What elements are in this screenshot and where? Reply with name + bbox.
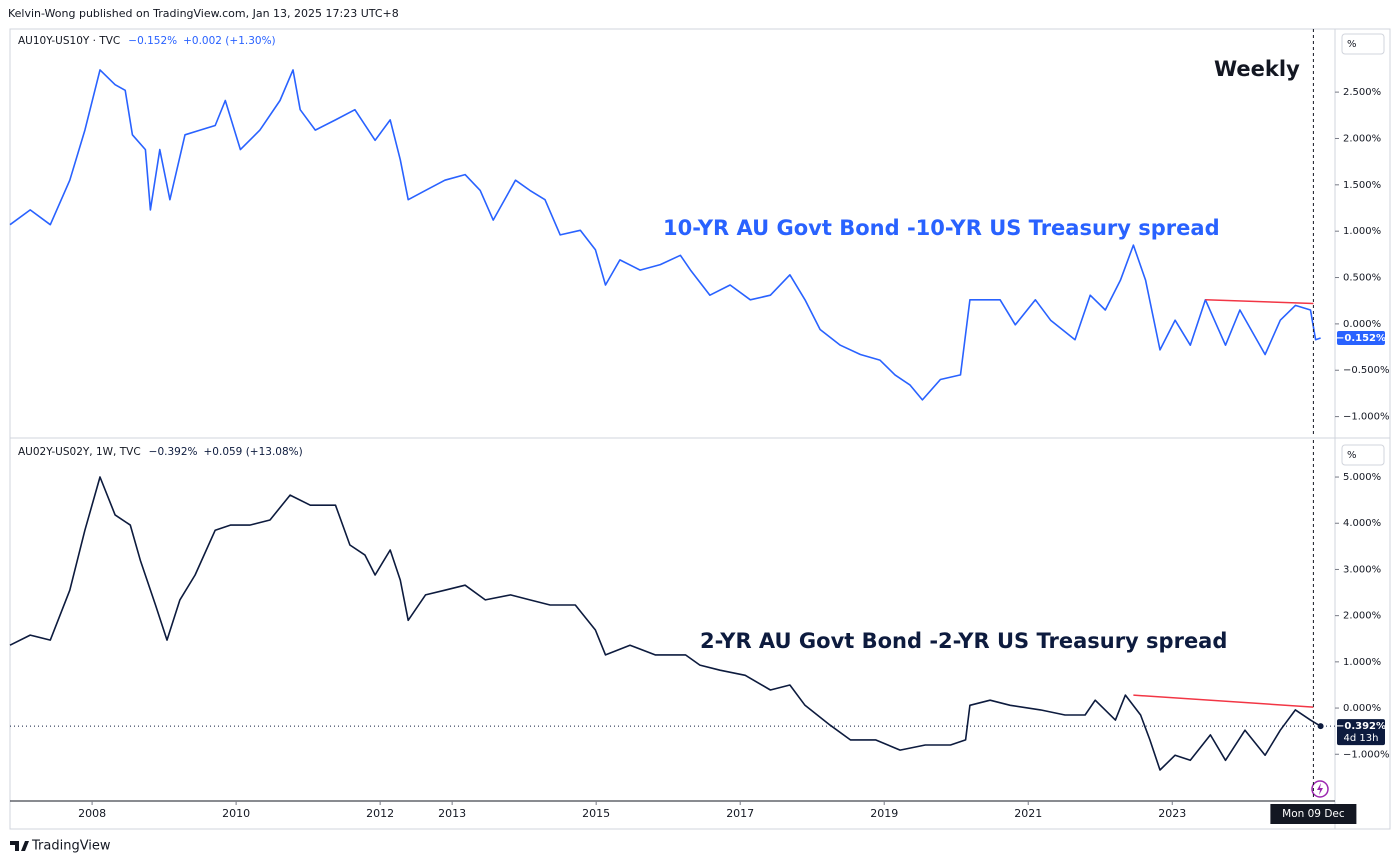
- annotation: Weekly: [1214, 57, 1300, 81]
- series-line: [9, 476, 1322, 771]
- y-tick-label: 0.500%: [1343, 273, 1381, 284]
- series-line: [9, 69, 1321, 401]
- tradingview-logo: [10, 841, 29, 851]
- y-tick-label: 5.000%: [1343, 472, 1381, 483]
- y-tick-label: 2.000%: [1343, 611, 1381, 622]
- x-tick-label: 2010: [222, 807, 250, 820]
- legend-last: −0.392%: [149, 446, 198, 458]
- trendline: [1133, 694, 1314, 708]
- y-tick-label: −0.500%: [1343, 365, 1390, 376]
- cursor-label-box: [1270, 804, 1357, 824]
- y-tick-label: 0.000%: [1343, 319, 1381, 330]
- cursor-label: Mon 09 Dec: [1282, 808, 1345, 820]
- y-tick-label: −1.000%: [1343, 749, 1390, 760]
- x-tick-label: 2013: [438, 807, 466, 820]
- legend-symbol: AU10Y-US10Y · TVC: [18, 35, 120, 47]
- unit-label: %: [1347, 39, 1357, 50]
- y-tick-label: 1.000%: [1343, 226, 1381, 237]
- x-tick-label: 2019: [870, 807, 898, 820]
- y-tick-label: 1.500%: [1343, 180, 1381, 191]
- chart-frame: [9, 28, 1391, 830]
- legend: AU10Y-US10Y · TVC −0.152% +0.002 (+1.30%): [18, 35, 276, 47]
- x-tick-label: 2015: [582, 807, 610, 820]
- unit-box: [1341, 444, 1385, 466]
- trendline: [1205, 299, 1314, 305]
- x-tick-label: 2023: [1158, 807, 1186, 820]
- last-point: [1317, 723, 1324, 730]
- y-tick-label: −1.000%: [1343, 412, 1390, 423]
- x-tick-label: 2008: [78, 807, 106, 820]
- y-tick-label: 1.000%: [1343, 657, 1381, 668]
- countdown: 4d 13h: [1344, 733, 1379, 744]
- publish-header: Kelvin-Wong published on TradingView.com…: [8, 7, 399, 20]
- y-tick-label: 2.500%: [1343, 87, 1381, 98]
- legend-change: +0.002 (+1.30%): [183, 35, 276, 47]
- last-value-label: −0.152%: [1336, 333, 1386, 344]
- last-value-box: [1337, 719, 1385, 746]
- chart-title: 2-YR AU Govt Bond -2-YR US Treasury spre…: [700, 629, 1227, 653]
- legend-change: +0.059 (+13.08%): [204, 446, 303, 458]
- last-value-label: −0.392%: [1336, 721, 1386, 732]
- x-tick-label: 2021: [1014, 807, 1042, 820]
- x-tick-label: 2017: [726, 807, 754, 820]
- footer-brand: TradingView: [31, 839, 111, 854]
- legend: AU02Y-US02Y, 1W, TVC −0.392% +0.059 (+13.0…: [18, 446, 303, 458]
- unit-box: [1341, 33, 1385, 55]
- y-tick-label: 2.000%: [1343, 133, 1381, 144]
- unit-label: %: [1347, 450, 1357, 461]
- x-tick-label: 2012: [366, 807, 394, 820]
- y-tick-label: 3.000%: [1343, 564, 1381, 575]
- alert-icon: [1311, 780, 1329, 798]
- y-tick-label: 4.000%: [1343, 518, 1381, 529]
- legend-symbol: AU02Y-US02Y, 1W, TVC: [18, 446, 141, 458]
- last-value-box: [1337, 330, 1385, 345]
- legend-last: −0.152%: [128, 35, 177, 47]
- chart-title: 10-YR AU Govt Bond -10-YR US Treasury sp…: [663, 216, 1220, 240]
- y-tick-label: 0.000%: [1343, 703, 1381, 714]
